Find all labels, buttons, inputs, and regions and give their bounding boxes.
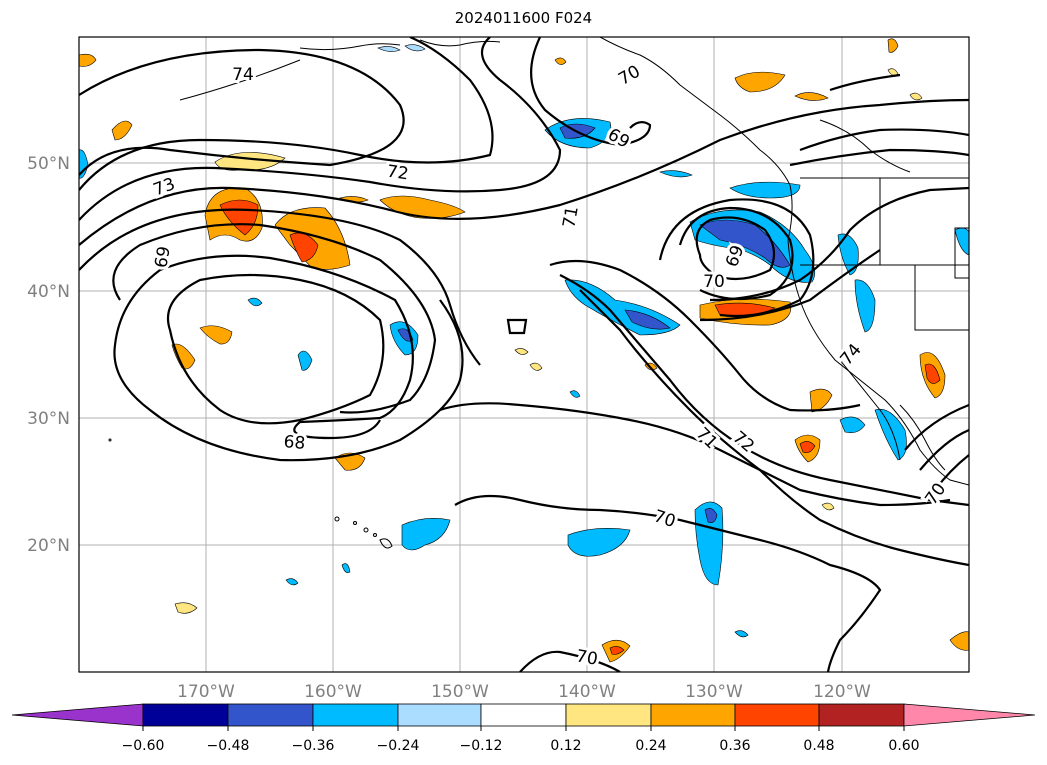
colorbar-segment: [312, 703, 399, 727]
contour-label: 69: [151, 245, 174, 270]
colorbar-extend-high: [903, 703, 1036, 727]
hawaii-islands: [108, 438, 393, 549]
contour-label: 71: [559, 205, 582, 230]
lat-label: 50°N: [27, 154, 70, 174]
negative-anomaly-patches: [79, 44, 969, 638]
colorbar-extend-low: [11, 703, 144, 727]
map-title: 2024011600 F024: [454, 9, 593, 27]
colorbar-ticks: [142, 726, 905, 731]
contour-label: 72: [386, 162, 410, 185]
colorbar-tick-label: 0.12: [550, 738, 581, 754]
colorbar-tick-label: −0.24: [377, 738, 420, 754]
colorbar: [11, 703, 1036, 727]
colorbar-tick-label: 0.24: [635, 738, 666, 754]
positive-anomaly-patches: [79, 38, 969, 663]
contour-label: 70: [574, 646, 599, 669]
colorbar-segment: [142, 703, 229, 727]
colorbar-segment: [397, 703, 482, 727]
contour-label: 73: [151, 174, 178, 200]
contour-labels: 74 73 72 71 70 69 68 70 71 72 69 70 70 7…: [148, 59, 954, 673]
lon-label: 130°W: [685, 682, 743, 702]
colorbar-segment: [818, 703, 905, 727]
contour-label: 70: [651, 506, 678, 532]
colorbar-segment: [227, 703, 314, 727]
lat-label: 30°N: [27, 409, 70, 429]
coastlines: [179, 37, 969, 486]
colorbar-tick-label: −0.12: [460, 738, 503, 754]
colorbar-segment: [650, 703, 736, 727]
gridlines: [79, 37, 969, 672]
lon-labels: 170°W 160°W 150°W 140°W 130°W 120°W: [177, 682, 871, 702]
colorbar-segment: [565, 703, 652, 727]
height-contours: [79, 37, 969, 672]
lat-label: 40°N: [27, 282, 70, 302]
lon-label: 160°W: [304, 682, 362, 702]
colorbar-tick-label: −0.36: [292, 738, 335, 754]
lon-label: 140°W: [558, 682, 616, 702]
contour-label: 68: [283, 432, 306, 454]
contour-label: 70: [703, 272, 725, 292]
lat-label: 20°N: [27, 536, 70, 556]
contour-label: 70: [922, 480, 951, 509]
colorbar-tick-label: −0.48: [207, 738, 250, 754]
lat-labels: 50°N 40°N 30°N 20°N: [27, 154, 70, 556]
map-frame: [78, 36, 970, 673]
lon-label: 150°W: [431, 682, 489, 702]
colorbar-tick-label: −0.60: [122, 738, 165, 754]
colorbar-tick-label: 0.48: [803, 738, 834, 754]
contour-label: 70: [615, 62, 644, 90]
colorbar-tick-label: 0.60: [888, 738, 919, 754]
colorbar-tick-label: 0.36: [719, 738, 750, 754]
colorbar-segment: [480, 703, 567, 727]
contour-label: 74: [232, 65, 254, 85]
colorbar-segment: [734, 703, 820, 727]
lon-label: 120°W: [813, 682, 871, 702]
colorbar-tick-labels: −0.60 −0.48 −0.36 −0.24 −0.12 0.12 0.24 …: [122, 738, 920, 754]
lon-label: 170°W: [177, 682, 235, 702]
